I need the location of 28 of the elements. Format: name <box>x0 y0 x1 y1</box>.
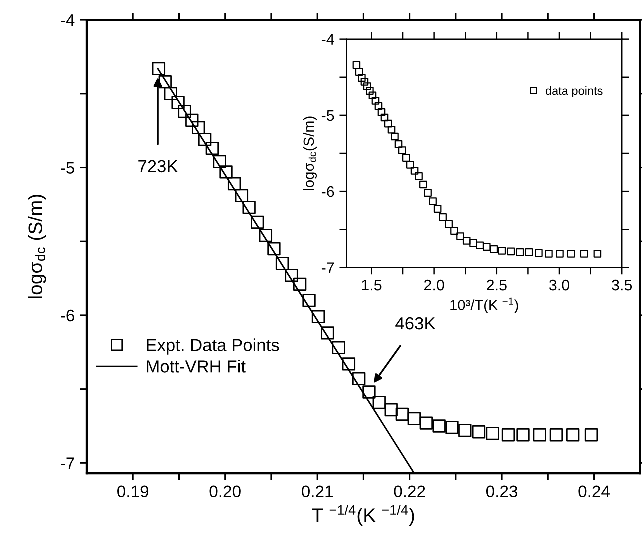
y-tick-label: -5 <box>322 110 334 122</box>
y-tick-label: -5 <box>61 162 74 174</box>
legend-label: Expt. Data Points <box>147 338 280 355</box>
x-tick-label: 0.22 <box>394 486 426 498</box>
y-tick-label: -4 <box>61 14 75 26</box>
x-tick-label: 1.5 <box>362 280 382 291</box>
y-tick-label: -6 <box>322 186 334 198</box>
x-tick-label: 2.0 <box>424 280 444 291</box>
y-tick-label: -7 <box>322 262 334 274</box>
legend-label: Mott-VRH Fit <box>147 360 246 373</box>
annotation: 463K <box>396 317 436 330</box>
x-axis-title: T $^{−1/4}$(K $^{−1/4}$) <box>312 505 414 526</box>
x-tick-label: 3.5 <box>612 280 632 291</box>
x-tick-label: 3.0 <box>549 280 570 291</box>
y-tick-label: -7 <box>61 458 74 470</box>
y-axis-title: logσ$_{dc}$(S/m) <box>303 116 318 190</box>
x-tick-label: 2.5 <box>487 280 507 291</box>
x-axis-title: 10³/T(K $^{−1}$) <box>450 298 518 314</box>
annotation: 723K <box>138 160 178 173</box>
y-tick-label: -6 <box>61 310 74 322</box>
y-axis-title: logσ$_{dc}$ (S/m) <box>28 195 46 298</box>
x-tick-label: 0.19 <box>118 486 149 498</box>
x-tick-label: 0.20 <box>210 486 241 498</box>
y-tick-label: -4 <box>322 34 334 45</box>
x-tick-label: 0.24 <box>578 486 610 498</box>
x-tick-label: 0.21 <box>302 486 333 498</box>
x-tick-label: 0.23 <box>486 486 518 498</box>
legend-label: data points <box>546 86 603 98</box>
